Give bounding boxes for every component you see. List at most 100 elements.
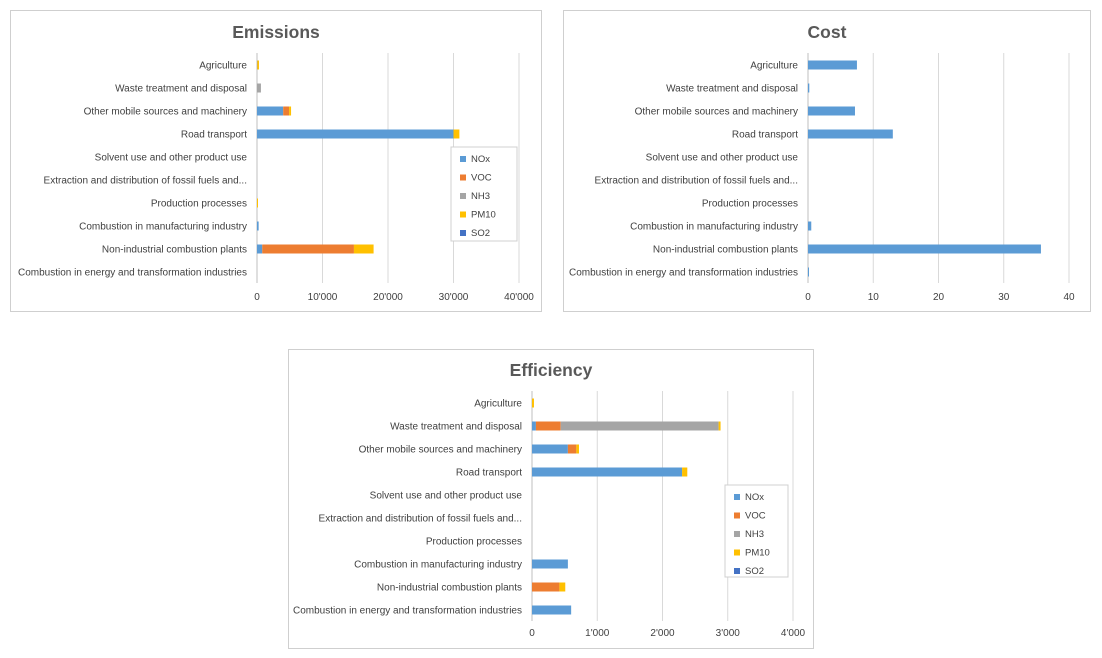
efficiency-bar-voc-waste-treatment-and-disposal	[535, 421, 561, 431]
emissions-legend-swatch-nh3	[460, 193, 466, 199]
efficiency-bar-nox-combustion-in-energy-and-transformation-industries	[532, 605, 572, 615]
emissions-legend-swatch-nox	[460, 156, 466, 162]
emissions-bar-pm10-non-industrial-combustion-plants	[353, 244, 374, 254]
efficiency-bar-nox-other-mobile-sources-and-machinery	[532, 444, 568, 454]
emissions-bar-nox-road-transport	[257, 129, 454, 139]
efficiency-chart-panel: Efficiency 0 1'000 2'000 3'000 4'000 Agricultu…	[288, 349, 814, 649]
efficiency-category-label: Non-industrial combustion plants	[377, 583, 522, 594]
efficiency-bar-nox-waste-treatment-and-disposal	[532, 421, 536, 431]
efficiency-category-label: Agriculture	[474, 399, 522, 410]
emissions-bar-pm10-road-transport	[453, 129, 460, 139]
emissions-bar-pm10-agriculture	[257, 60, 259, 70]
efficiency-legend-label-so2: SO2	[745, 566, 764, 577]
emissions-category-label: Extraction and distribution of fossil fu…	[44, 176, 247, 187]
efficiency-bar-voc-other-mobile-sources-and-machinery	[567, 444, 577, 454]
emissions-category-label: Combustion in energy and transformation …	[18, 268, 247, 279]
emissions-x-tick-label: 0	[254, 292, 260, 303]
emissions-legend-swatch-voc	[460, 174, 466, 181]
cost-chart-title: Cost	[808, 22, 847, 42]
emissions-legend-label-voc: VOC	[471, 173, 492, 184]
efficiency-x-tick-label: 1'000	[585, 628, 610, 639]
efficiency-bar-pm10-waste-treatment-and-disposal	[718, 421, 721, 431]
efficiency-category-label: Road transport	[456, 468, 522, 479]
emissions-x-tick-label: 20'000	[373, 292, 403, 303]
emissions-bar-nox-other-mobile-sources-and-machinery	[257, 106, 284, 116]
emissions-bar-nox-non-industrial-combustion-plants	[257, 244, 263, 254]
emissions-bar-pm10-other-mobile-sources-and-machinery	[289, 106, 292, 116]
efficiency-chart-title: Efficiency	[510, 360, 593, 380]
cost-x-tick-label: 30	[998, 292, 1010, 303]
cost-bar-nox-other-mobile-sources-and-machinery	[808, 106, 855, 116]
emissions-bar-pm10-production-processes	[257, 198, 258, 208]
efficiency-legend-swatch-so2	[734, 568, 740, 574]
cost-bar-nox-non-industrial-combustion-plants	[808, 244, 1041, 254]
efficiency-legend-swatch-nox	[734, 494, 740, 500]
emissions-bar-voc-other-mobile-sources-and-machinery	[283, 106, 290, 116]
emissions-legend-swatch-pm10	[460, 211, 466, 218]
emissions-legend-label-nox: NOx	[471, 154, 490, 165]
emissions-category-label: Waste treatment and disposal	[115, 84, 247, 95]
cost-chart: Cost 0 10 20 30 40 Agriculture Waste treatment …	[569, 22, 1075, 303]
emissions-bar-voc-non-industrial-combustion-plants	[262, 244, 354, 254]
cost-x-tick-label: 10	[868, 292, 880, 303]
efficiency-category-label: Combustion in energy and transformation …	[293, 606, 522, 617]
emissions-x-tick-label: 30'000	[439, 292, 469, 303]
efficiency-legend-swatch-voc	[734, 512, 740, 519]
emissions-category-label: Other mobile sources and machinery	[84, 107, 247, 118]
cost-category-label: Extraction and distribution of fossil fu…	[595, 176, 798, 187]
cost-x-tick-label: 0	[805, 292, 811, 303]
efficiency-x-tick-label: 2'000	[650, 628, 675, 639]
cost-bar-nox-combustion-in-manufacturing-industry	[808, 221, 812, 231]
emissions-legend-swatch-so2	[460, 230, 466, 236]
emissions-category-label: Non-industrial combustion plants	[102, 245, 247, 256]
emissions-bar-nh3-waste-treatment-and-disposal	[257, 83, 261, 93]
efficiency-category-label: Combustion in manufacturing industry	[354, 560, 522, 571]
cost-category-label: Solvent use and other product use	[646, 153, 799, 164]
cost-category-label: Production processes	[702, 199, 798, 210]
cost-category-label: Waste treatment and disposal	[666, 84, 798, 95]
cost-bar-nox-waste-treatment-and-disposal	[808, 83, 810, 93]
emissions-chart: Emissions 0 10'000 20'000 30'000 40'000 Agricu…	[18, 22, 534, 303]
emissions-category-label: Combustion in manufacturing industry	[79, 222, 247, 233]
efficiency-x-tick-label: 0	[529, 628, 535, 639]
efficiency-category-label: Solvent use and other product use	[370, 491, 523, 502]
efficiency-category-label: Extraction and distribution of fossil fu…	[319, 514, 522, 525]
cost-category-label: Agriculture	[750, 61, 798, 72]
cost-x-tick-label: 20	[933, 292, 945, 303]
efficiency-chart: Efficiency 0 1'000 2'000 3'000 4'000 Agricultu…	[293, 360, 806, 639]
cost-category-label: Combustion in manufacturing industry	[630, 222, 798, 233]
efficiency-category-label: Production processes	[426, 537, 522, 548]
emissions-legend-label-so2: SO2	[471, 228, 490, 239]
efficiency-bar-pm10-agriculture	[532, 398, 534, 408]
efficiency-legend-label-pm10: PM10	[745, 548, 770, 559]
cost-bar-nox-combustion-in-energy-and-transformation-industries	[808, 267, 809, 277]
cost-bar-nox-agriculture	[808, 60, 857, 70]
emissions-category-label: Production processes	[151, 199, 247, 210]
cost-bar-nox-road-transport	[808, 129, 893, 139]
emissions-category-label: Agriculture	[199, 61, 247, 72]
emissions-x-tick-label: 40'000	[504, 292, 534, 303]
cost-category-label: Combustion in energy and transformation …	[569, 268, 798, 279]
cost-category-label: Road transport	[732, 130, 798, 141]
emissions-x-tick-label: 10'000	[308, 292, 338, 303]
efficiency-x-tick-label: 3'000	[716, 628, 741, 639]
cost-category-label: Other mobile sources and machinery	[635, 107, 798, 118]
emissions-legend-label-nh3: NH3	[471, 191, 490, 202]
efficiency-bar-pm10-road-transport	[682, 467, 688, 477]
efficiency-category-label: Waste treatment and disposal	[390, 422, 522, 433]
efficiency-bar-nh3-waste-treatment-and-disposal	[560, 421, 719, 431]
emissions-category-label: Solvent use and other product use	[95, 153, 248, 164]
efficiency-legend-label-nh3: NH3	[745, 529, 764, 540]
emissions-legend-label-pm10: PM10	[471, 210, 496, 221]
cost-chart-panel: Cost 0 10 20 30 40 Agriculture Waste treatment …	[563, 10, 1091, 312]
efficiency-bar-nox-road-transport	[532, 467, 683, 477]
emissions-bar-nox-combustion-in-manufacturing-industry	[257, 221, 259, 231]
cost-x-tick-label: 40	[1063, 292, 1075, 303]
efficiency-category-label: Other mobile sources and machinery	[359, 445, 522, 456]
efficiency-legend-label-nox: NOx	[745, 492, 764, 503]
efficiency-bar-pm10-non-industrial-combustion-plants	[559, 582, 566, 592]
cost-category-label: Non-industrial combustion plants	[653, 245, 798, 256]
efficiency-legend-label-voc: VOC	[745, 511, 766, 522]
emissions-chart-title: Emissions	[232, 22, 320, 42]
efficiency-bar-nox-combustion-in-manufacturing-industry	[532, 559, 568, 569]
